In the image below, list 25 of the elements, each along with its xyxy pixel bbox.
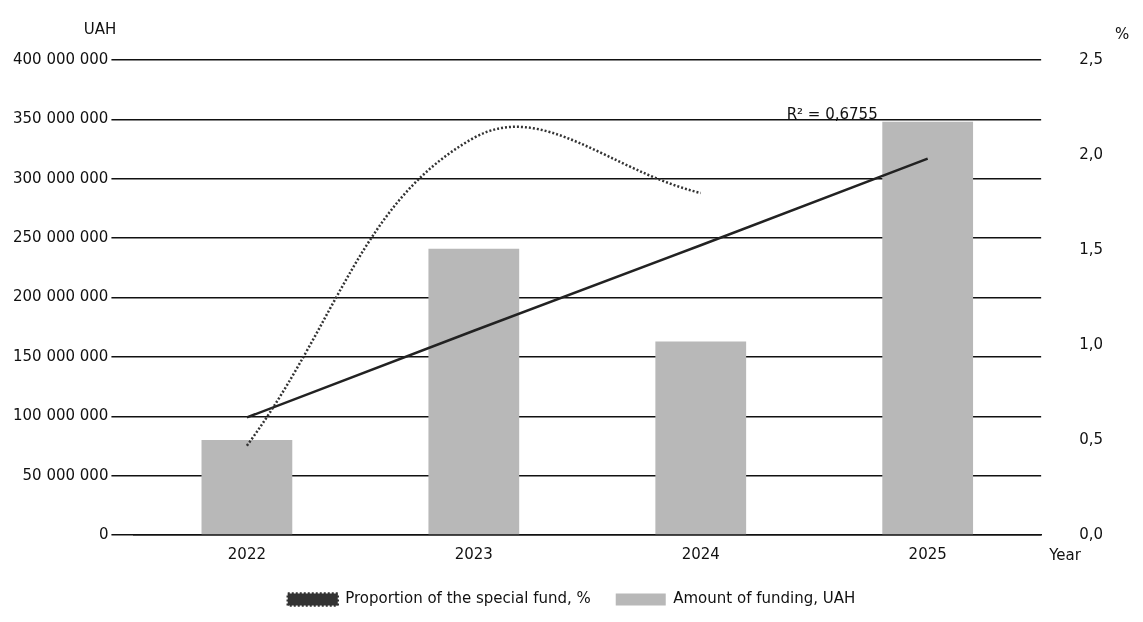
y2-tick-label: 2,5 [1079,49,1103,68]
x-tick-label: 2025 [908,544,947,563]
legend-label: Proportion of the special fund, % [345,589,591,608]
legend-label: Amount of funding, UAH [673,589,856,608]
x-tick-label: 2024 [681,544,720,563]
y-axis-title: UAH [83,19,117,38]
x-tick-label: 2023 [454,544,493,563]
y-tick-label: 200 000 000 [12,287,109,306]
x-tick-label: 2022 [227,544,266,563]
x-axis-title: Year [1048,545,1082,564]
annotation: R² = 0,6755 [786,104,878,123]
y-tick-label: 0 [98,524,109,543]
y2-tick-label: 0,5 [1079,429,1103,448]
y2-tick-label: 2,0 [1079,144,1103,163]
y-tick-label: 100 000 000 [12,406,109,425]
y-tick-label: 250 000 000 [12,228,109,247]
y-tick-label: 300 000 000 [12,168,109,187]
y-tick-label: 350 000 000 [12,109,109,128]
y2-tick-label: 0,0 [1079,524,1103,543]
y-tick-label: 400 000 000 [12,49,109,68]
y2-tick-label: 1,0 [1079,334,1103,353]
y2-axis-title: % [1114,24,1130,43]
y2-tick-label: 1,5 [1079,239,1103,258]
y-tick-label: 150 000 000 [12,346,109,365]
y-tick-label: 50 000 000 [22,465,109,484]
